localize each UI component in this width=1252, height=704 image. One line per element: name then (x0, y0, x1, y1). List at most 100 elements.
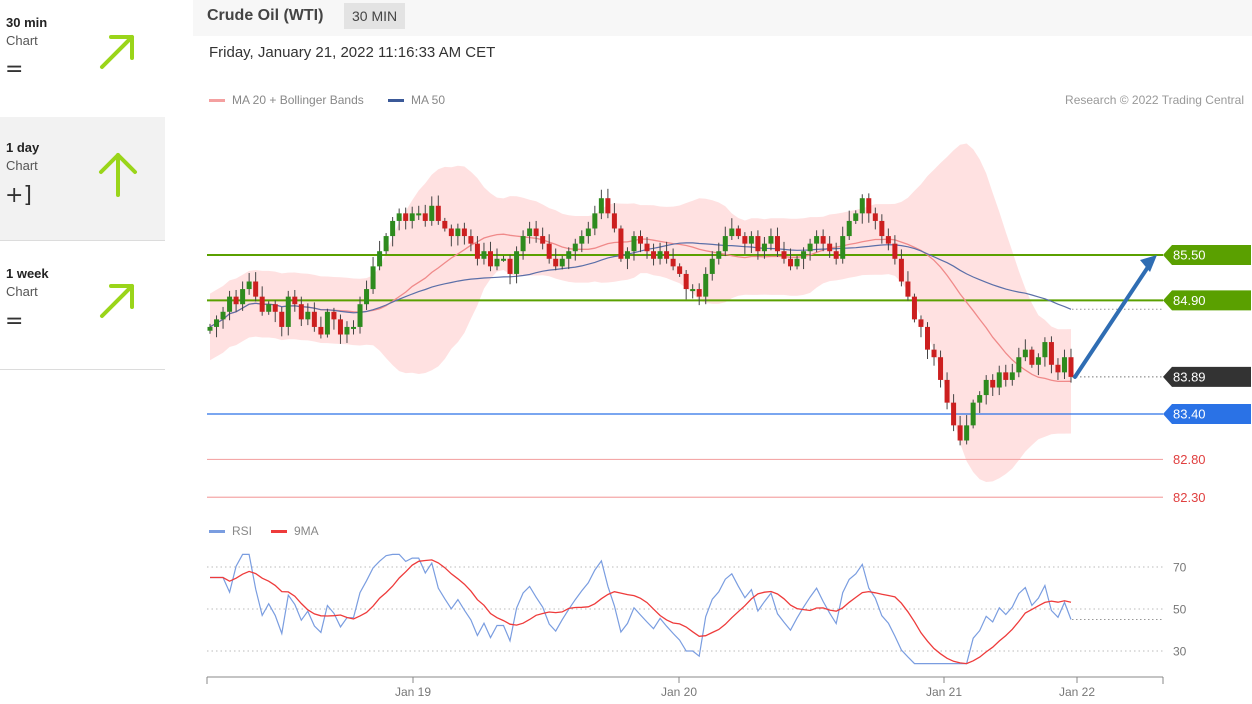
candle-body (448, 228, 454, 237)
candle-body (872, 213, 878, 221)
candle-body (925, 326, 930, 350)
candle-body (866, 198, 872, 214)
timeframe-1day[interactable]: 1 day Chart +] (0, 117, 165, 241)
candle-body (814, 236, 820, 244)
candle-body (220, 311, 226, 320)
candle-body (305, 311, 311, 320)
timestamp: Friday, January 21, 2022 11:16:33 AM CET (209, 44, 496, 61)
candle-body (768, 236, 774, 244)
candle-body (435, 205, 441, 221)
timeframe-sidebar: 30 min Chart = 1 day Chart +] 1 week Cha… (0, 0, 165, 370)
candle-body (585, 228, 591, 237)
candle-body (1016, 357, 1022, 373)
candle-body (729, 228, 735, 237)
candle-body (533, 228, 539, 237)
candle-body (553, 258, 559, 267)
candle-body (911, 296, 917, 320)
timeframe-name: 1 day (6, 140, 40, 155)
candle-body (1022, 349, 1028, 358)
rsi-line (210, 553, 1072, 665)
candle-body (422, 213, 428, 221)
candle-body (833, 251, 839, 259)
candle-body (566, 251, 572, 259)
candle-body (970, 402, 976, 426)
candle-body (455, 228, 461, 237)
level-label: 84.90 (1173, 293, 1206, 308)
legend-label: 9MA (294, 524, 319, 538)
candle-body (605, 198, 611, 214)
candle-body (351, 326, 356, 329)
candle-body (801, 251, 807, 259)
candle-body (383, 236, 389, 252)
candle-body (253, 281, 259, 297)
candle-body (246, 281, 252, 290)
candle-body (501, 258, 507, 261)
candle-body (853, 213, 859, 221)
candle-body (781, 251, 787, 259)
bollinger-band (210, 143, 1071, 482)
candle-body (233, 296, 239, 305)
timeframe-name: 1 week (6, 266, 49, 281)
candle-body (272, 304, 278, 312)
legend-swatch (271, 530, 287, 534)
trend-indicator: = (5, 57, 24, 82)
level-badge (1163, 290, 1251, 311)
candle-body (657, 251, 663, 259)
x-tick-label: Jan 22 (1059, 685, 1095, 699)
level-badge (1163, 245, 1251, 265)
projection-arrow-head (1140, 255, 1157, 272)
rsi-ma-line (210, 559, 1072, 665)
candle-body (337, 319, 343, 335)
candle-body (905, 281, 911, 297)
candle-body (507, 258, 513, 274)
candle-body (990, 379, 996, 388)
candles (207, 188, 1074, 446)
candle-body (390, 220, 396, 237)
candle-body (266, 304, 272, 312)
candle-body (396, 213, 402, 221)
timeframe-1week[interactable]: 1 week Chart = (0, 243, 165, 370)
candle-body (377, 251, 383, 267)
candle-body (677, 266, 683, 274)
candle-body (827, 243, 833, 252)
candle-body (481, 251, 487, 259)
candle-body (631, 236, 637, 252)
rsi-tick-label: 70 (1173, 561, 1187, 575)
level-label: 85.50 (1173, 248, 1206, 263)
candle-body (285, 296, 291, 327)
candle-body (461, 228, 467, 237)
candle-body (755, 236, 761, 252)
candle-body (540, 236, 546, 244)
candle-body (859, 198, 865, 214)
legend-9ma: 9MA (271, 524, 319, 538)
trend-indicator: = (5, 309, 24, 334)
instrument-title: Crude Oil (WTI) (207, 7, 324, 24)
legend-swatch (388, 99, 404, 103)
level-label: 82.80 (1173, 452, 1206, 467)
timeframe-sub: Chart (6, 33, 38, 48)
timeframe-name: 30 min (6, 15, 48, 30)
candle-body (364, 289, 370, 305)
candle-body (1003, 372, 1009, 380)
candle-body (324, 311, 330, 335)
candle-body (774, 236, 780, 252)
candle-body (703, 273, 709, 297)
candle-body (716, 251, 722, 259)
candle-body (944, 379, 950, 403)
candle-body (494, 258, 500, 267)
level-label: 83.40 (1173, 407, 1206, 422)
candle-body (318, 326, 324, 335)
candle-body (664, 251, 670, 259)
timeframe-30min[interactable]: 30 min Chart = (0, 0, 165, 124)
candle-body (918, 319, 924, 327)
candle-body (357, 304, 363, 327)
candle-body (957, 425, 963, 441)
candle-body (311, 311, 317, 327)
candle-body (840, 236, 846, 259)
candle-body (696, 289, 702, 297)
candle-body (885, 236, 891, 244)
timeframe-badge[interactable]: 30 MIN (344, 3, 406, 29)
candle-body (416, 213, 422, 216)
candle-body (559, 258, 565, 267)
candle-body (931, 349, 937, 358)
